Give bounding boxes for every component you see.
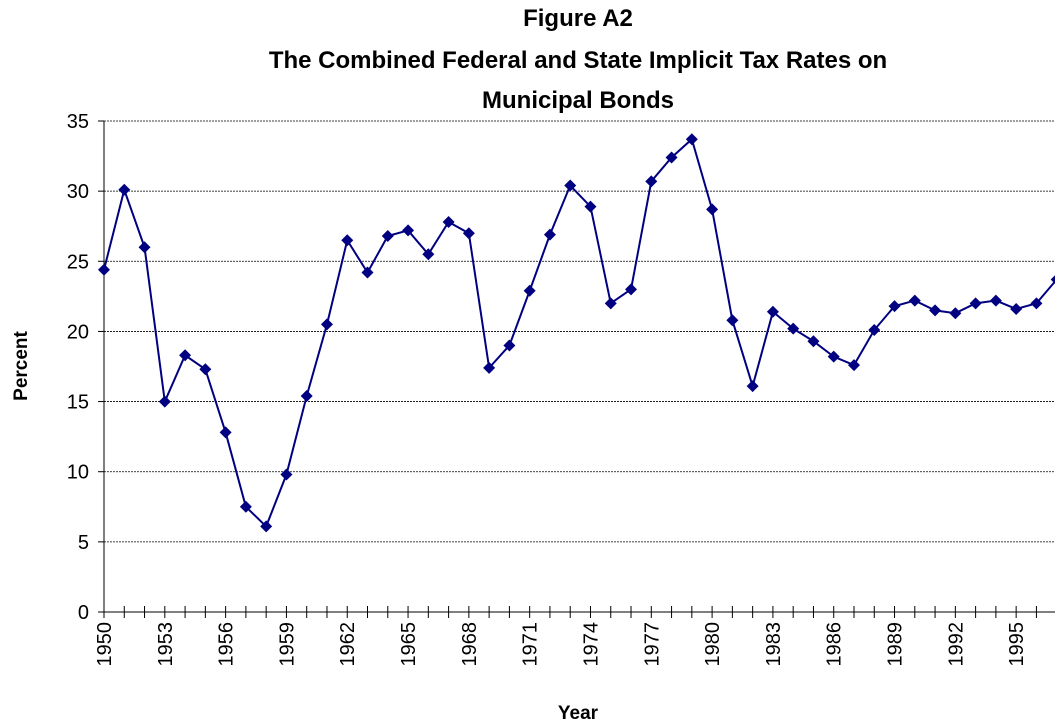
marker <box>908 294 921 307</box>
y-axis-title: Percent <box>11 330 32 400</box>
marker <box>787 322 800 335</box>
y-tick-label: 0 <box>78 602 89 624</box>
marker <box>807 335 820 348</box>
marker <box>402 224 415 237</box>
marker <box>219 426 232 439</box>
y-tick-label: 25 <box>67 251 89 273</box>
y-tick-label: 30 <box>67 181 89 203</box>
marker <box>503 339 516 352</box>
marker <box>746 380 759 393</box>
marker <box>280 468 293 481</box>
marker <box>523 284 536 297</box>
marker <box>827 350 840 363</box>
marker <box>158 395 171 408</box>
marker <box>1030 297 1043 310</box>
marker <box>341 234 354 247</box>
marker <box>645 175 658 188</box>
marker <box>685 133 698 146</box>
marker <box>118 183 131 196</box>
marker <box>584 200 597 213</box>
marker <box>1010 302 1023 315</box>
marker <box>766 305 779 318</box>
x-tick-label: 1965 <box>398 622 420 667</box>
x-tick-label: 1962 <box>337 622 359 667</box>
marker <box>604 297 617 310</box>
y-tick-label: 35 <box>67 111 89 133</box>
x-axis-title: Year <box>558 703 599 724</box>
x-tick-label: 1971 <box>520 622 542 667</box>
marker <box>1050 275 1055 284</box>
marker <box>706 203 719 216</box>
line <box>103 137 1055 529</box>
marker <box>422 248 435 261</box>
x-tick-label: 1995 <box>1006 622 1028 667</box>
marker <box>300 389 313 402</box>
x-tick-label: 1977 <box>641 622 663 667</box>
x-tick-label: 1980 <box>702 622 724 667</box>
marker <box>260 520 273 533</box>
marker <box>868 324 881 337</box>
marker <box>361 266 374 279</box>
marker <box>483 361 496 374</box>
marker <box>442 216 455 229</box>
marker <box>98 263 110 276</box>
marker <box>138 241 151 254</box>
marker <box>989 294 1002 307</box>
marker <box>929 304 942 317</box>
x-tick-label: 1959 <box>276 622 298 667</box>
marker <box>543 228 556 241</box>
x-tick-label: 1992 <box>945 622 967 667</box>
marker <box>564 179 577 192</box>
chart-title: Figure A2 <box>523 5 633 32</box>
x-tick-label: 1950 <box>94 622 116 667</box>
marker <box>888 300 901 313</box>
marker <box>625 283 638 296</box>
x-tick-label: 1968 <box>459 622 481 667</box>
marker <box>665 151 678 164</box>
marker <box>239 500 252 513</box>
x-tick-label: 1953 <box>155 622 177 667</box>
marker <box>726 314 739 327</box>
y-tick-label: 10 <box>67 462 89 484</box>
chart-title: Municipal Bonds <box>482 87 674 114</box>
marker <box>320 318 333 331</box>
chart-title: The Combined Federal and State Implicit … <box>269 47 887 74</box>
x-tick-label: 1983 <box>763 622 785 667</box>
marker <box>462 227 475 240</box>
marker <box>381 230 394 243</box>
marker <box>949 307 962 320</box>
y-tick-label: 20 <box>67 321 89 343</box>
y-tick-label: 5 <box>78 532 89 554</box>
x-tick-label: 1989 <box>885 622 907 667</box>
x-tick-label: 1974 <box>580 622 602 667</box>
x-tick-label: 1956 <box>216 622 238 667</box>
marker <box>199 363 212 376</box>
y-tick-label: 15 <box>67 392 89 414</box>
marker <box>969 297 982 310</box>
marker <box>847 359 860 372</box>
x-tick-label: 1986 <box>824 622 846 667</box>
marker <box>179 349 192 362</box>
